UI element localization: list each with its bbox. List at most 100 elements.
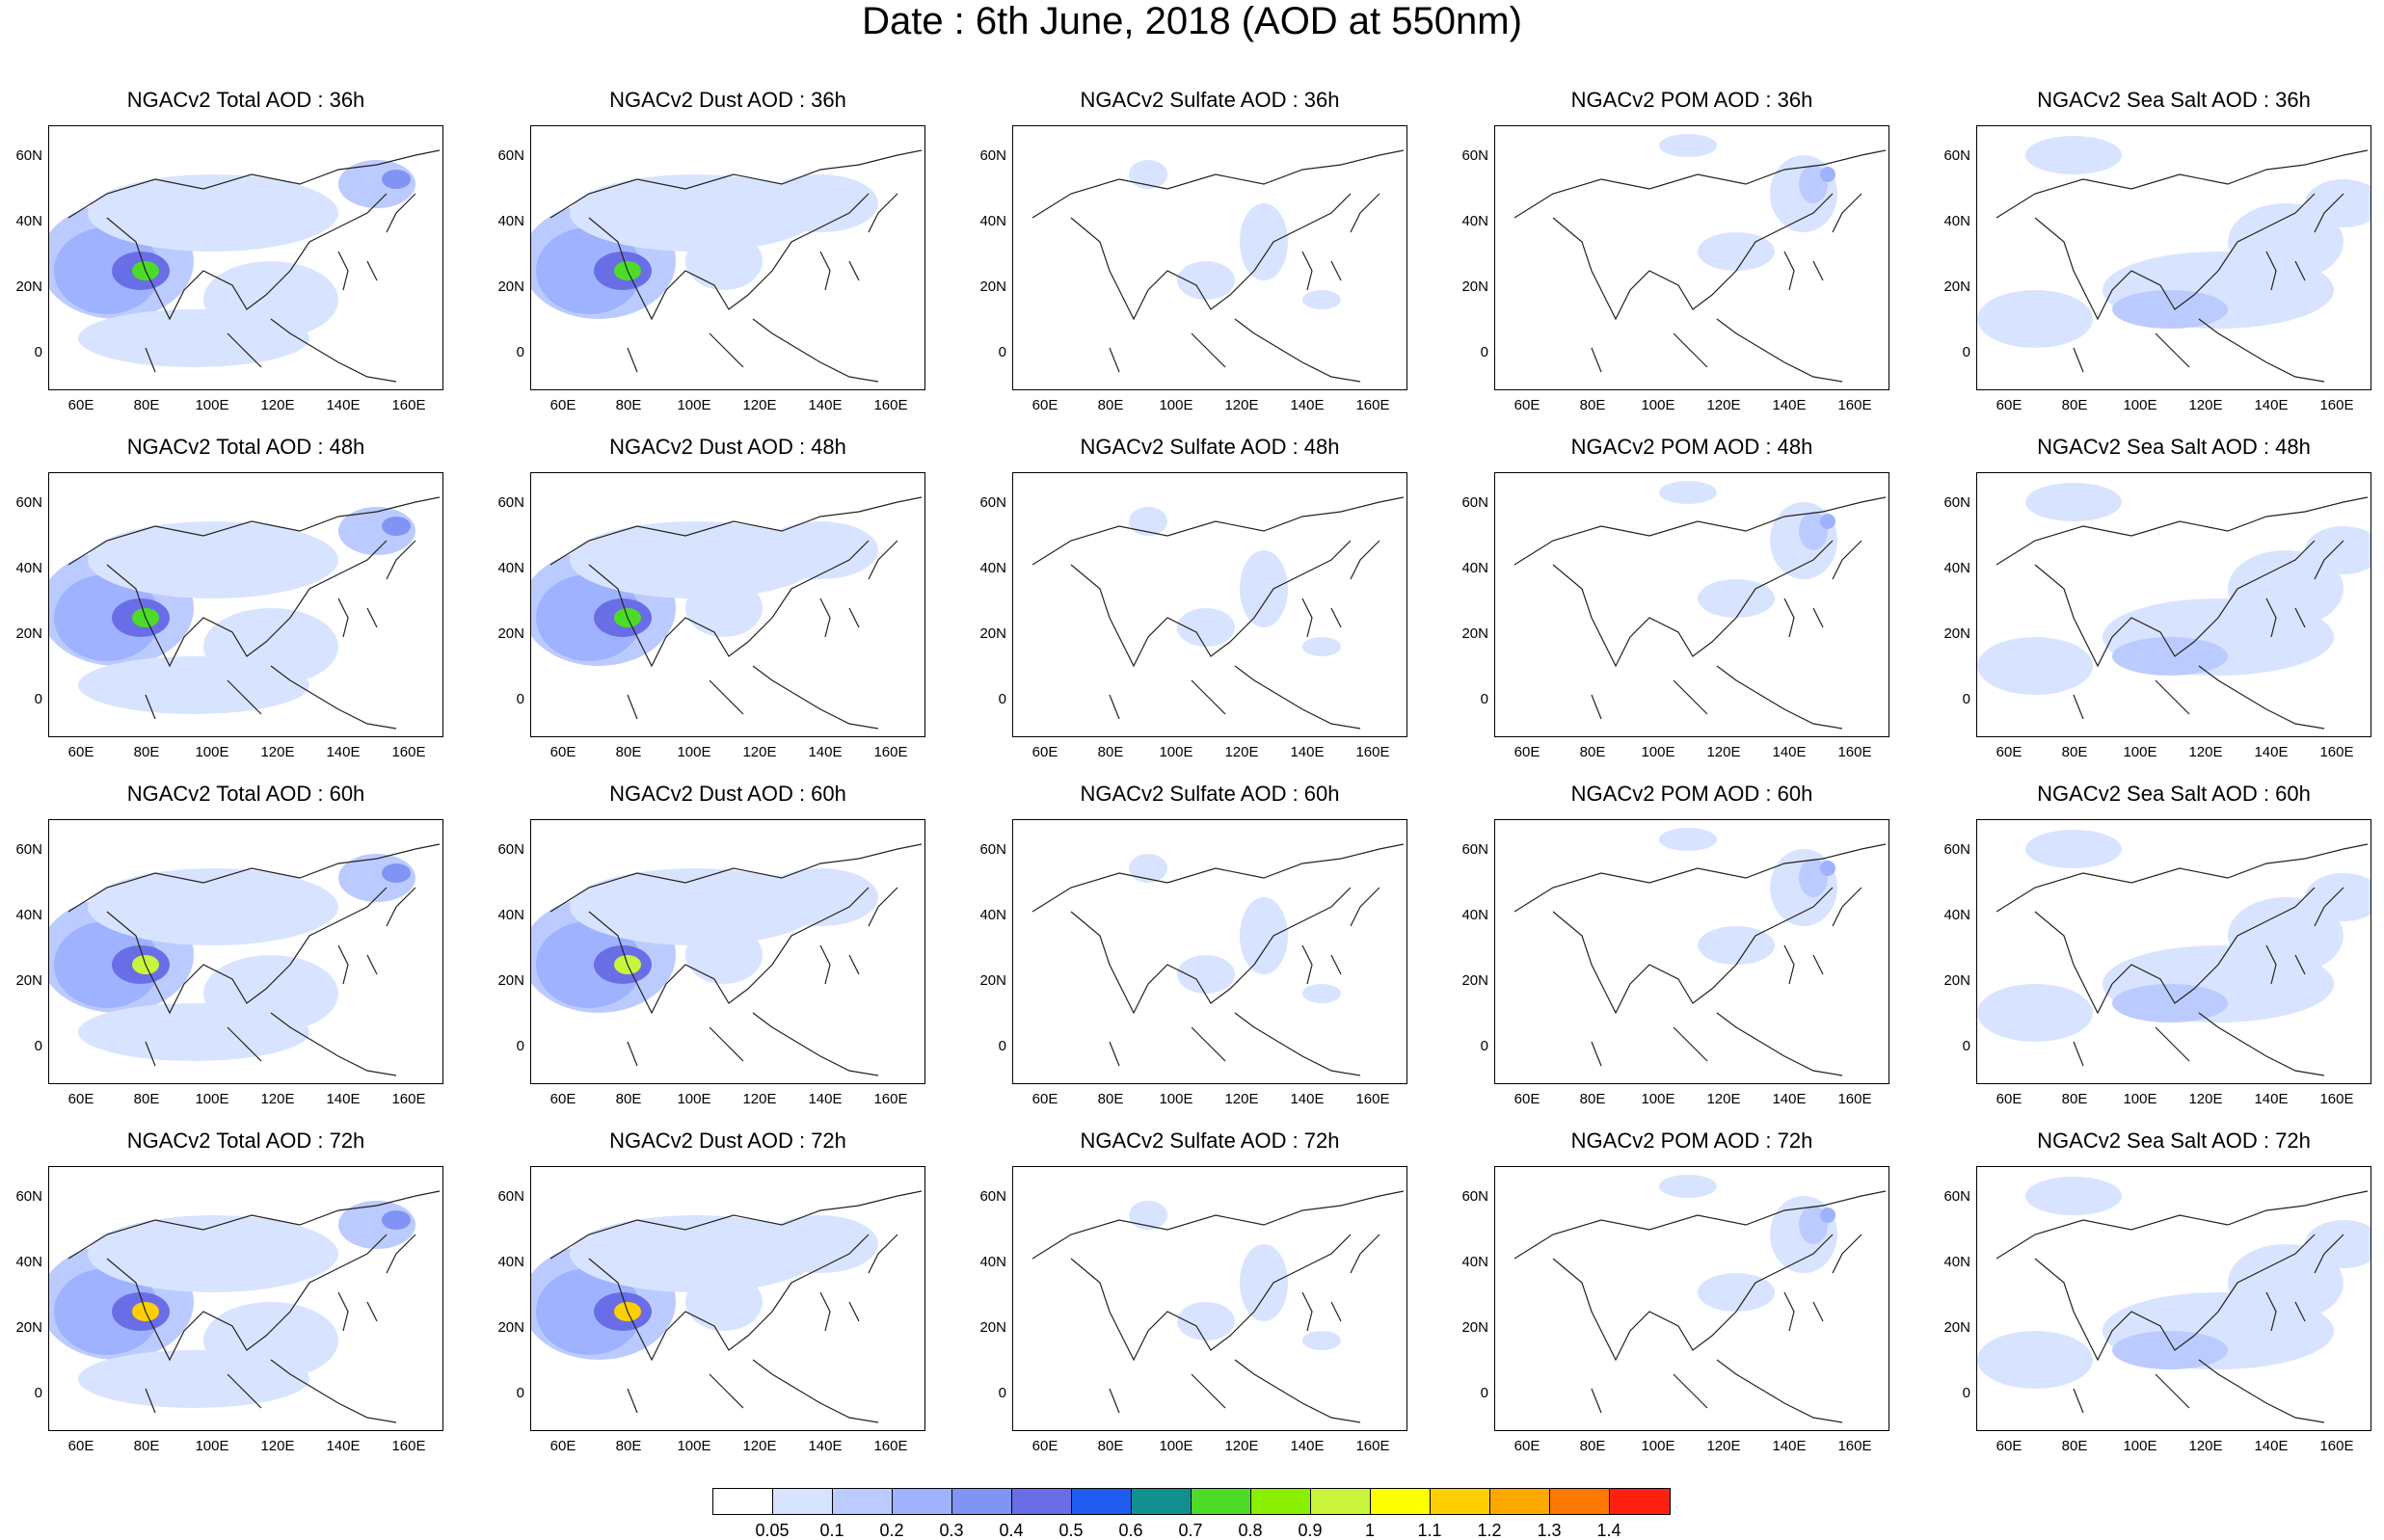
aod-region: [1820, 861, 1835, 876]
latitude-label: 40N: [15, 907, 42, 923]
latitude-label: 20N: [15, 279, 42, 295]
latitude-label: 40N: [1943, 213, 1970, 229]
colorbar-label: 1: [1364, 1521, 1375, 1540]
panel-title: NGACv2 Total AOD : 60h: [126, 782, 365, 806]
aod-region: [78, 309, 309, 367]
longitude-label: 160E: [2319, 1091, 2354, 1107]
aod-region: [2228, 203, 2344, 280]
longitude-label: 60E: [1513, 397, 1540, 413]
aod-map: [1494, 125, 1889, 390]
aod-region: [536, 574, 642, 661]
longitude-label: 140E: [2254, 1438, 2289, 1454]
colorbar-label: 0.2: [879, 1521, 904, 1540]
latitude-label: 60N: [15, 147, 42, 164]
longitude-label: 160E: [2319, 744, 2354, 760]
colorbar-label: 0.7: [1178, 1521, 1203, 1540]
latitude-label: 60N: [1461, 841, 1488, 858]
colorbar-swatch: [1192, 1489, 1251, 1514]
latitude-label: 60N: [1943, 494, 1970, 511]
latitude-label: 20N: [15, 1319, 42, 1336]
colorbar-label: 1.4: [1596, 1521, 1621, 1540]
longitude-label: 160E: [1837, 397, 1872, 413]
panel-title: NGACv2 Sea Salt AOD : 36h: [2037, 88, 2311, 112]
latitude-label: 40N: [497, 907, 524, 923]
latitude-label: 0: [516, 1385, 524, 1401]
aod-region: [685, 926, 763, 984]
latitude-label: 60N: [979, 147, 1006, 164]
longitude-label: 60E: [67, 397, 94, 413]
longitude-label: 120E: [1224, 1091, 1259, 1107]
aod-region: [2112, 637, 2228, 676]
colorbar-label: 0.5: [1058, 1521, 1084, 1540]
panel-title: NGACv2 POM AOD : 48h: [1570, 435, 1813, 459]
coastline: [1996, 149, 2369, 383]
panel-title: NGACv2 Total AOD : 48h: [126, 435, 365, 459]
longitude-label: 100E: [677, 397, 711, 413]
latitude-label: 40N: [1461, 1254, 1488, 1270]
longitude-label: 140E: [1772, 744, 1807, 760]
longitude-label: 100E: [195, 1091, 229, 1107]
longitude-label: 100E: [2123, 1091, 2157, 1107]
colorbar-swatch: [1371, 1489, 1431, 1514]
aod-field: [531, 1190, 923, 1423]
longitude-label: 160E: [391, 744, 426, 760]
latitude-label: 20N: [1461, 972, 1488, 989]
latitude-label: 40N: [979, 1254, 1006, 1270]
longitude-label: 100E: [195, 397, 229, 413]
longitude-label: 120E: [260, 397, 295, 413]
colorbar-swatch: [952, 1489, 1012, 1514]
longitude-label: 100E: [1641, 1438, 1675, 1454]
longitude-label: 140E: [326, 1091, 361, 1107]
longitude-label: 80E: [615, 1438, 642, 1454]
longitude-label: 100E: [2123, 744, 2157, 760]
longitude-label: 140E: [1290, 1091, 1325, 1107]
latitude-label: 0: [1480, 1038, 1488, 1054]
panel-title: NGACv2 Sulfate AOD : 36h: [1080, 88, 1340, 112]
aod-field: [1513, 828, 1887, 1076]
aod-region: [54, 1268, 160, 1355]
colorbar-swatch: [833, 1489, 893, 1514]
longitude-label: 80E: [1097, 1091, 1124, 1107]
aod-map: [1976, 1166, 2371, 1431]
aod-region: [685, 232, 763, 290]
longitude-label: 80E: [615, 397, 642, 413]
latitude-label: 60N: [15, 1188, 42, 1205]
longitude-label: 80E: [133, 1091, 160, 1107]
aod-region: [382, 1210, 411, 1230]
longitude-label: 120E: [260, 1091, 295, 1107]
longitude-label: 60E: [549, 397, 576, 413]
aod-region: [2228, 1244, 2344, 1321]
colorbar-label: 0.3: [939, 1521, 964, 1540]
latitude-label: 40N: [1943, 907, 1970, 923]
aod-region: [2305, 526, 2371, 574]
aod-field: [49, 149, 441, 383]
latitude-label: 0: [1962, 691, 1970, 707]
aod-region: [1820, 167, 1835, 182]
longitude-label: 140E: [1772, 1091, 1807, 1107]
longitude-label: 120E: [1224, 1438, 1259, 1454]
latitude-label: 60N: [1943, 147, 1970, 164]
longitude-label: 100E: [1641, 1091, 1675, 1107]
latitude-label: 0: [34, 1038, 42, 1054]
latitude-label: 60N: [15, 494, 42, 511]
longitude-label: 80E: [1097, 744, 1124, 760]
longitude-label: 80E: [615, 1091, 642, 1107]
aod-map: [1494, 1166, 1889, 1431]
latitude-label: 40N: [15, 213, 42, 229]
latitude-label: 20N: [1461, 279, 1488, 295]
longitude-label: 80E: [1579, 744, 1606, 760]
aod-region: [536, 921, 642, 1008]
panel-title: NGACv2 POM AOD : 36h: [1570, 88, 1813, 112]
aod-region: [2305, 179, 2371, 227]
latitude-label: 20N: [979, 1319, 1006, 1336]
latitude-label: 60N: [1943, 1188, 1970, 1205]
aod-region: [1820, 1208, 1835, 1223]
colorbar-swatch: [1072, 1489, 1132, 1514]
longitude-label: 100E: [677, 1091, 711, 1107]
longitude-label: 60E: [1513, 1091, 1540, 1107]
longitude-label: 160E: [873, 397, 908, 413]
longitude-label: 160E: [1837, 1091, 1872, 1107]
latitude-label: 60N: [497, 841, 524, 858]
aod-field: [49, 496, 441, 730]
aod-field: [1977, 1177, 2371, 1423]
